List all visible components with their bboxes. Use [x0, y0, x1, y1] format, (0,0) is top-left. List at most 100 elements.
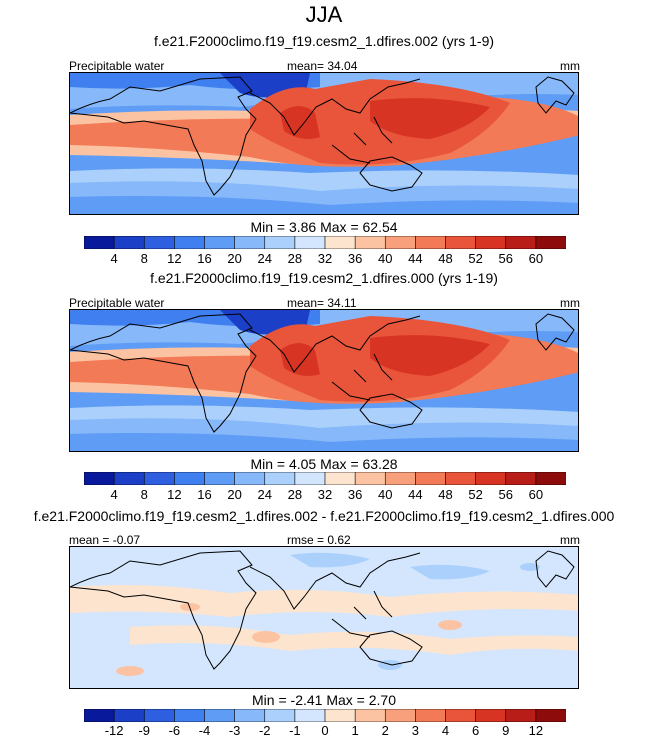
colorbar-swatch: [384, 236, 416, 249]
colorbar-tick-label: -9: [138, 723, 151, 738]
colorbar-swatch: [354, 472, 386, 485]
panel-3-map: [69, 546, 579, 689]
panel-3-mean-label: mean = -0.07: [69, 533, 141, 547]
colorbar-swatch: [294, 472, 326, 485]
colorbar-tick-label: 28: [287, 487, 303, 502]
colorbar-tick-label: 32: [317, 487, 333, 502]
colorbar-tick-label: 12: [528, 723, 544, 738]
colorbar-tick-label: 1: [351, 723, 359, 738]
colorbar-swatch: [174, 472, 205, 485]
colorbar-swatch: [415, 472, 447, 485]
colorbar-tick-label: 52: [468, 487, 483, 502]
colorbar-swatch: [475, 472, 507, 485]
colorbar-swatch: [204, 709, 236, 722]
colorbar-tick-label: 32: [317, 251, 333, 266]
colorbar-tick-label: 28: [287, 251, 303, 266]
colorbar-swatch: [294, 236, 326, 249]
panel-1-units-label: mm: [560, 59, 580, 73]
colorbar-swatch: [445, 709, 477, 722]
colorbar-swatch: [234, 236, 266, 249]
panel-2-units-label: mm: [560, 296, 580, 310]
colorbar-tick-label: 20: [227, 487, 242, 502]
panel-1-map: [69, 72, 579, 215]
colorbar-swatch: [294, 709, 326, 722]
panel-2-colorbar-ticks: 4 8 12 16 20 24 28 32 36 40 44 48 52 56 60: [84, 487, 566, 503]
colorbar-swatch: [354, 709, 386, 722]
panel-1-title: f.e21.F2000climo.f19_f19.cesm2_1.dfires.…: [153, 33, 495, 49]
colorbar-tick-label: 2: [381, 723, 389, 738]
colorbar-swatch: [475, 709, 507, 722]
colorbar-tick-label: 52: [468, 251, 483, 266]
panel-3-title: f.e21.F2000climo.f19_f19.cesm2_1.dfires.…: [33, 508, 615, 524]
colorbar-tick-label: 4: [110, 251, 118, 266]
colorbar-swatch: [505, 236, 537, 249]
panel-2-map: [69, 309, 579, 452]
colorbar-tick-label: 56: [498, 487, 513, 502]
colorbar-swatch: [264, 236, 296, 249]
colorbar-tick-label: 56: [498, 251, 513, 266]
colorbar-swatch: [535, 236, 566, 249]
colorbar-tick-label: 24: [257, 251, 272, 266]
panel-1-colorbar: [84, 236, 566, 249]
colorbar-tick-label: 44: [408, 487, 423, 502]
colorbar-tick-label: 3: [411, 723, 419, 738]
colorbar-tick-label: 4: [110, 487, 118, 502]
panel-1-minmax: Min = 3.86 Max = 62.54: [250, 219, 398, 235]
colorbar-swatch: [384, 709, 416, 722]
colorbar-tick-label: 48: [438, 487, 453, 502]
colorbar-tick-label: 12: [167, 251, 182, 266]
panel-2-mean-label: mean= 34.11: [287, 296, 357, 310]
colorbar-tick-label: 4: [441, 723, 450, 738]
colorbar-swatch: [174, 709, 205, 722]
colorbar-swatch: [354, 236, 386, 249]
colorbar-swatch: [535, 709, 566, 722]
colorbar-tick-label: 36: [347, 487, 363, 502]
colorbar-swatch: [234, 472, 266, 485]
colorbar-swatch: [264, 472, 296, 485]
colorbar-tick-label: 48: [438, 251, 453, 266]
panel-2-title: f.e21.F2000climo.f19_f19.cesm2_1.dfires.…: [150, 270, 498, 286]
colorbar-tick-label: -6: [168, 723, 181, 738]
colorbar-swatch: [84, 472, 115, 485]
colorbar-tick-label: 60: [528, 251, 544, 266]
colorbar-tick-label: -3: [228, 723, 241, 738]
colorbar-tick-label: 36: [347, 251, 363, 266]
colorbar-swatch: [113, 236, 145, 249]
panel-1-variable-label: Precipitable water: [69, 59, 165, 73]
colorbar-swatch: [415, 236, 447, 249]
colorbar-swatch: [143, 236, 175, 249]
colorbar-swatch: [505, 472, 537, 485]
colorbar-tick-label: 8: [140, 487, 148, 502]
panel-2-variable-label: Precipitable water: [69, 296, 165, 310]
colorbar-swatch: [84, 709, 115, 722]
panel-3-units-label: mm: [560, 533, 580, 547]
colorbar-tick-label: 16: [197, 487, 212, 502]
colorbar-swatch: [143, 709, 175, 722]
colorbar-swatch: [535, 472, 566, 485]
colorbar-swatch: [234, 709, 266, 722]
panel-2-minmax: Min = 4.05 Max = 63.28: [250, 456, 398, 472]
colorbar-swatch: [324, 236, 356, 249]
colorbar-swatch: [384, 472, 416, 485]
colorbar-swatch: [505, 709, 537, 722]
colorbar-swatch: [204, 236, 236, 249]
panel-1-colorbar-ticks: 4 8 12 16 20 24 28 32 36 40 44 48 52 56 60: [84, 251, 566, 267]
colorbar-swatch: [143, 472, 175, 485]
colorbar-swatch: [415, 709, 447, 722]
colorbar-swatch: [84, 236, 115, 249]
colorbar-swatch: [264, 709, 296, 722]
colorbar-tick-label: 8: [140, 251, 148, 266]
colorbar-tick-label: 44: [408, 251, 423, 266]
panel-3-colorbar: [84, 709, 566, 722]
colorbar-tick-label: 0: [321, 723, 329, 738]
colorbar-swatch: [174, 236, 205, 249]
colorbar-swatch: [475, 236, 507, 249]
colorbar-tick-label: 40: [378, 251, 393, 266]
panel-3-colorbar-ticks: -12 -9 -6 -4 -3 -2 -1 0 1 2 3 4 6 9 12: [84, 723, 566, 739]
colorbar-tick-label: -4: [198, 723, 211, 738]
panel-3-rmse-label: rmse = 0.62: [287, 533, 351, 547]
colorbar-tick-label: -12: [104, 723, 124, 738]
colorbar-tick-label: -2: [258, 723, 271, 738]
colorbar-tick-label: 24: [257, 487, 272, 502]
panel-1-mean-label: mean= 34.04: [287, 59, 358, 73]
